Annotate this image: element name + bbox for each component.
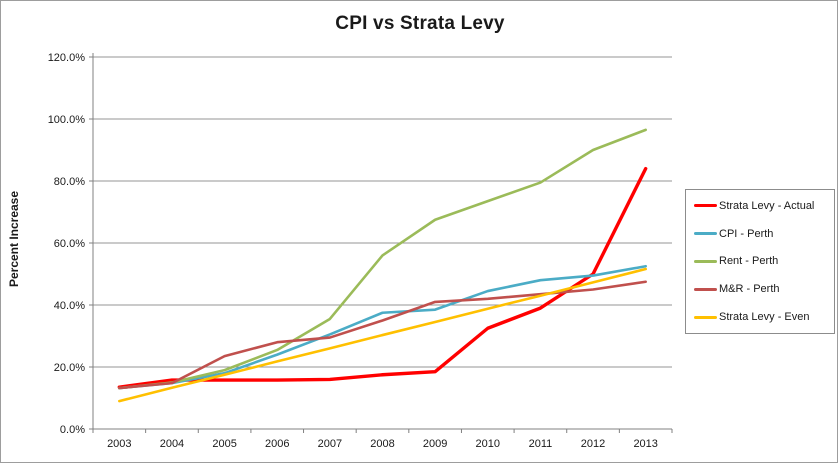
chart-title: CPI vs Strata Levy	[335, 13, 505, 34]
legend-swatch	[694, 315, 717, 319]
y-tick-label: 120.0%	[48, 52, 86, 64]
x-tick-label: 2008	[370, 438, 394, 450]
x-tick-label: 2012	[581, 438, 605, 450]
x-tick-label: 2004	[160, 438, 184, 450]
legend-label: CPI - Perth	[719, 227, 774, 240]
series-line	[118, 264, 647, 390]
legend-entry: Rent - Perth	[694, 255, 834, 267]
legend-label: Strata Levy - Even	[719, 311, 810, 324]
series-line	[118, 267, 647, 403]
x-tick-label: 2013	[633, 438, 657, 450]
y-tick-label: 60.0%	[54, 238, 85, 250]
legend-entry: CPI - Perth	[694, 228, 834, 240]
x-tick-label: 2009	[423, 438, 447, 450]
x-tick-label: 2007	[318, 438, 342, 450]
legend-swatch	[694, 259, 717, 263]
legend-entry: Strata Levy - Even	[694, 311, 834, 323]
legend-swatch	[694, 204, 717, 208]
y-tick-label: 40.0%	[54, 300, 85, 312]
x-tick-label: 2011	[529, 438, 553, 450]
legend-swatch	[694, 287, 717, 291]
x-tick-label: 2003	[107, 438, 131, 450]
series-line	[118, 128, 647, 390]
y-tick-label: 20.0%	[54, 362, 85, 374]
legend-label: Rent - Perth	[719, 255, 779, 268]
series-line	[118, 280, 647, 390]
y-tick-label: 80.0%	[54, 176, 85, 188]
legend-swatch	[694, 232, 717, 236]
x-tick-label: 2006	[265, 438, 289, 450]
x-tick-label: 2005	[212, 438, 236, 450]
legend: Strata Levy - Actual CPI - Perth Rent - Pe…	[685, 189, 835, 334]
legend-label: Strata Levy - Actual	[719, 199, 815, 212]
x-tick-label: 2010	[476, 438, 500, 450]
legend-label: M&R - Perth	[719, 283, 780, 296]
y-tick-label: 0.0%	[60, 424, 85, 436]
y-tick-label: 100.0%	[48, 114, 86, 126]
legend-entry: M&R - Perth	[694, 283, 834, 295]
legend-entry: Strata Levy - Actual	[694, 200, 834, 212]
